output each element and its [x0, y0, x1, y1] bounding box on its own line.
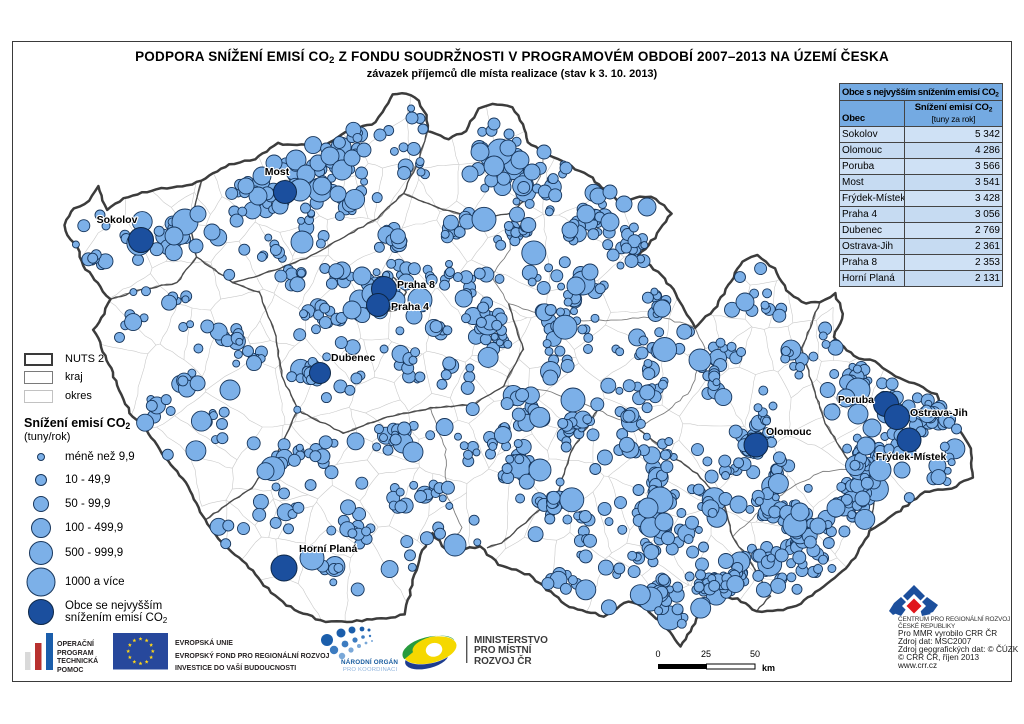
svg-text:0: 0 — [655, 649, 660, 659]
svg-text:50: 50 — [750, 649, 760, 659]
svg-text:km: km — [762, 663, 775, 673]
svg-text:25: 25 — [701, 649, 711, 659]
